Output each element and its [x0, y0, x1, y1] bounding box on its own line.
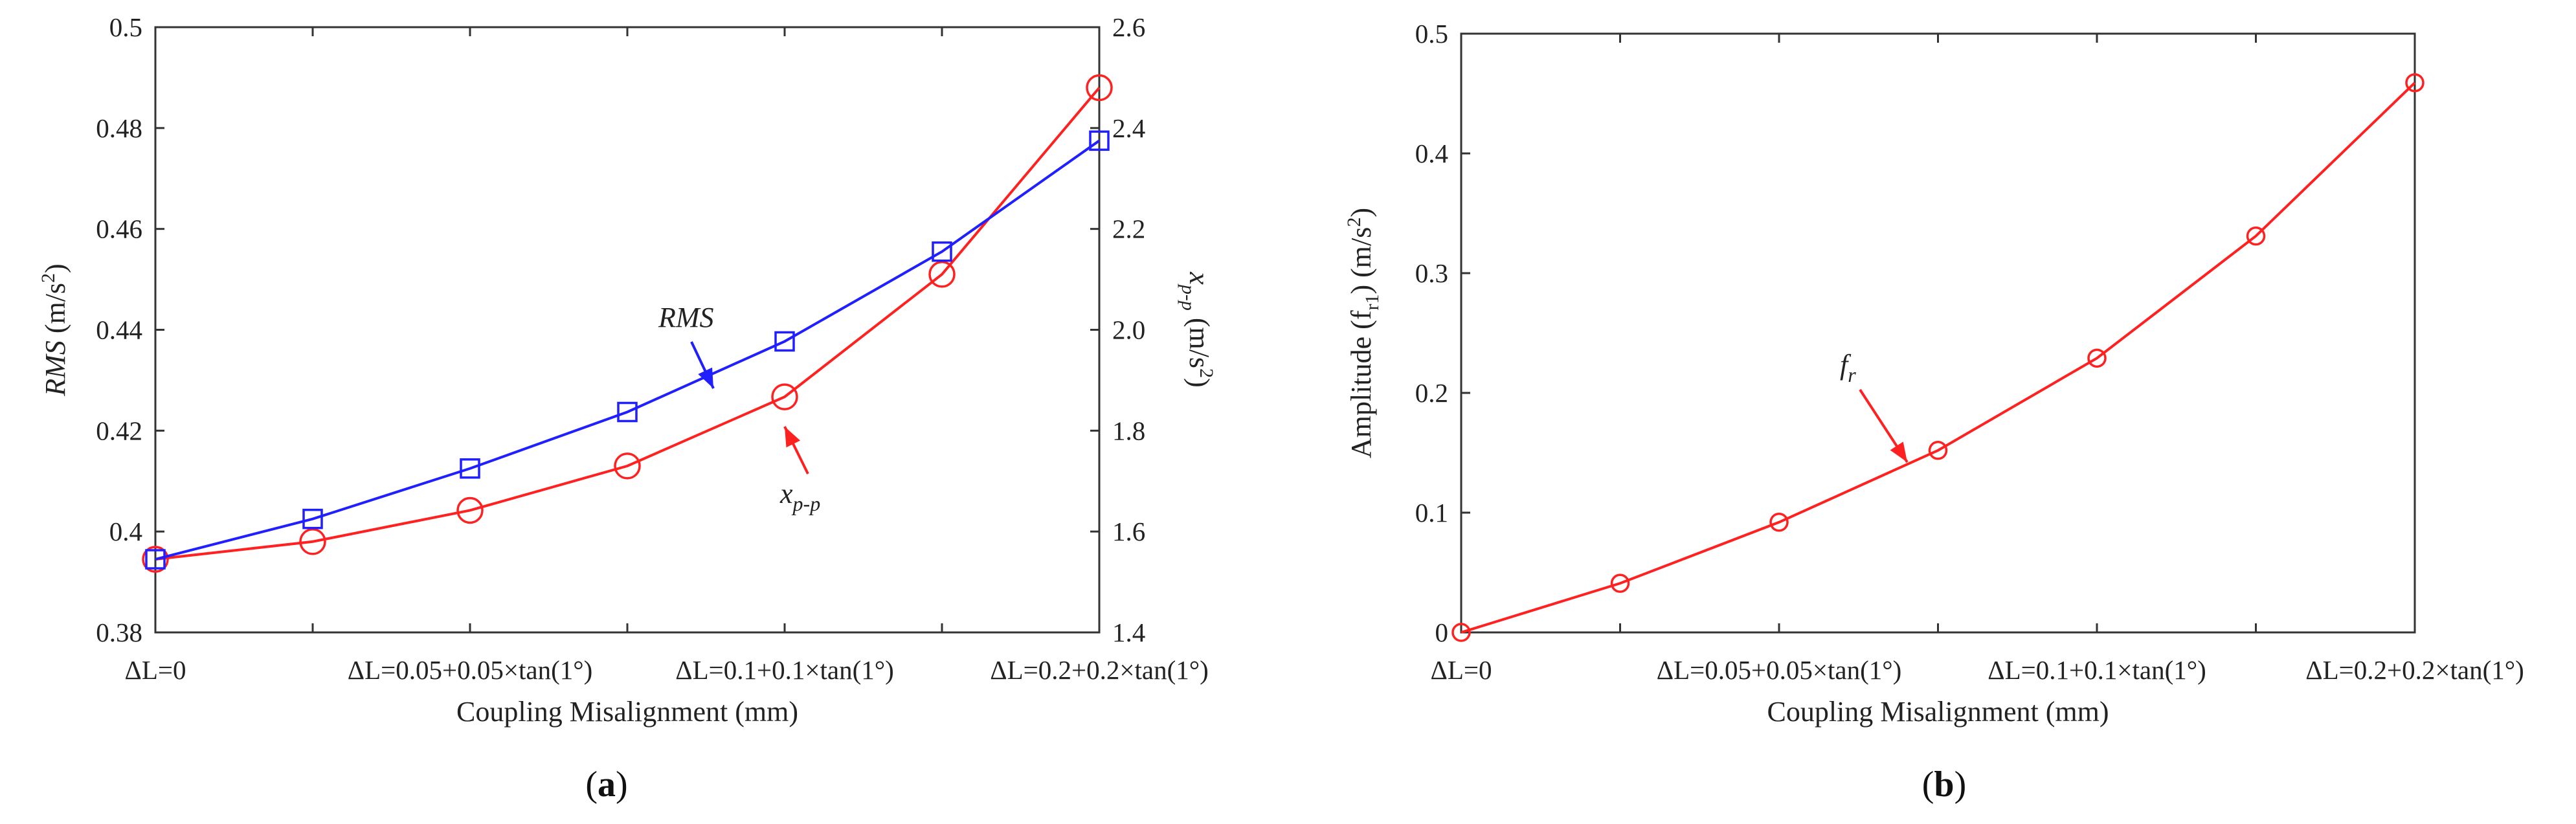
y-tick-label: 0.2: [1415, 378, 1448, 408]
y-tick-label: 0.5: [1415, 19, 1448, 49]
y-right-tick-label: 1.4: [1112, 618, 1145, 647]
rms-point: [302, 508, 323, 529]
fr-point: [1928, 441, 1948, 460]
xpp-point: [142, 546, 169, 573]
y-tick-label: 0.4: [1415, 139, 1448, 168]
xpp-arrow-head: [785, 427, 801, 448]
y-tick-label: 0: [1435, 618, 1449, 647]
chart-b: ΔL=0 ΔL=0.05+0.05×tan(1°) ΔL=0.1+0.1×tan(1…: [1343, 19, 2524, 728]
y-left-tick-label: 0.48: [96, 113, 142, 143]
xpp-line: [155, 87, 1101, 561]
y-left-tick-label: 0.44: [96, 315, 142, 345]
y-right-tick-label: 2.6: [1112, 12, 1145, 42]
y-left-tick-label: 0.38: [96, 618, 142, 647]
panel-label-a: (a): [585, 764, 627, 805]
xpp-point: [1086, 74, 1113, 102]
y-left-tick-label: 0.46: [96, 214, 142, 244]
x-tick-label: ΔL=0.1+0.1×tan(1°): [1988, 655, 2206, 685]
y-right-tick-label: 2.0: [1112, 315, 1145, 345]
x-tick-label: ΔL=0.1+0.1×tan(1°): [675, 655, 894, 685]
x-tick-label: ΔL=0: [124, 655, 186, 685]
fr-point: [2087, 348, 2107, 368]
xpp-point: [771, 383, 798, 410]
xpp-point: [928, 261, 956, 288]
plot-frame: [1460, 32, 2416, 634]
y-right-tick-label: 1.8: [1112, 416, 1145, 445]
rms-point: [1089, 130, 1110, 151]
annotation-xpp: xp-p: [779, 478, 820, 515]
x-tick-label: ΔL=0.05+0.05×tan(1°): [1657, 655, 1902, 685]
y-left-tick-label: 0.4: [109, 517, 142, 546]
y-right-tick-label: 2.2: [1112, 214, 1145, 244]
fr-point: [2246, 226, 2266, 246]
xpp-point: [614, 452, 641, 480]
fr-point: [2405, 73, 2425, 93]
y-right-tick-label: 1.6: [1112, 517, 1145, 546]
rms-point: [774, 331, 795, 352]
panel-label-b: (b): [1922, 764, 1966, 805]
y-right-tick-label: 2.4: [1112, 113, 1145, 143]
annotation-fr: fr: [1840, 349, 1856, 386]
fr-point: [1451, 623, 1471, 642]
y-axis-label-right: xp-p (m/s2): [1178, 271, 1217, 387]
plot-frame: [154, 26, 1101, 634]
rms-arrow-head: [698, 367, 713, 388]
xpp-point: [456, 496, 484, 524]
rms-point: [460, 458, 480, 479]
x-axis-label: Coupling Misalignment (mm): [1767, 696, 2109, 728]
fr-point: [1769, 513, 1789, 532]
y-axis-label: Amplitude (fr1) (m/s2): [1343, 208, 1383, 458]
chart-a: ΔL=0 ΔL=0.05+0.05×tan(1°) ΔL=0.1+0.1×tan(1…: [38, 12, 1217, 728]
rms-point: [932, 241, 952, 262]
fr-arrow-head: [1890, 441, 1907, 462]
x-tick-label: ΔL=0.2+0.2×tan(1°): [2305, 655, 2524, 685]
rms-line: [155, 139, 1101, 561]
y-tick-label: 0.1: [1415, 498, 1448, 528]
annotation-rms: RMS: [658, 302, 714, 333]
x-tick-label: ΔL=0.2+0.2×tan(1°): [990, 655, 1209, 685]
x-axis-label: Coupling Misalignment (mm): [456, 696, 798, 728]
rms-point: [617, 401, 638, 423]
y-tick-label: 0.3: [1415, 258, 1448, 288]
xpp-point: [299, 528, 326, 555]
y-left-tick-label: 0.42: [96, 416, 142, 445]
x-tick-label: ΔL=0.05+0.05×tan(1°): [348, 655, 593, 685]
fr-point: [1610, 573, 1630, 593]
rms-point: [145, 549, 166, 570]
x-tick-label: ΔL=0: [1430, 655, 1492, 685]
y-axis-label-left: RMS (m/s2): [38, 263, 71, 396]
y-left-tick-label: 0.5: [109, 12, 142, 42]
fr-line: [1461, 82, 2416, 634]
